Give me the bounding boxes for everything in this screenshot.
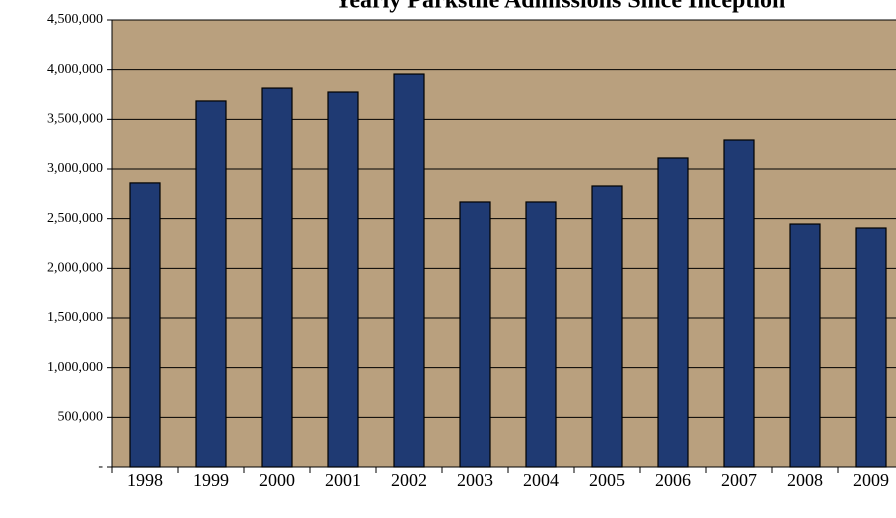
y-tick-label: 2,500,000 (47, 211, 103, 226)
x-tick-label: 2003 (457, 470, 493, 490)
x-tick-label: 2001 (325, 470, 361, 490)
y-tick-label: 1,500,000 (47, 310, 103, 325)
plot-area (111, 19, 896, 468)
bar (261, 87, 293, 468)
y-tick-label: 4,000,000 (47, 62, 103, 77)
x-tick-label: 2007 (721, 470, 757, 490)
x-tick-label: 2006 (655, 470, 691, 490)
bar (459, 201, 491, 468)
y-tick-label: 4,500,000 (47, 12, 103, 27)
bar (855, 227, 887, 468)
bar (723, 139, 755, 468)
x-tick-label: 2004 (523, 470, 559, 490)
y-tick-label: 2,000,000 (47, 261, 103, 276)
bar (525, 201, 557, 468)
bar (591, 185, 623, 468)
x-tick-label: 2005 (589, 470, 625, 490)
y-tick-label: 3,000,000 (47, 161, 103, 176)
bar (195, 100, 227, 468)
x-tick-label: 1999 (193, 470, 229, 490)
x-tick-label: 2002 (391, 470, 427, 490)
bar (657, 157, 689, 468)
y-tick-label: 500,000 (58, 410, 104, 425)
bar (789, 223, 821, 468)
bar (393, 73, 425, 468)
x-tick-label: 2008 (787, 470, 823, 490)
chart-title: Yearly Parkstile Admissions Since Incept… (335, 0, 786, 14)
x-tick-label: 2009 (853, 470, 889, 490)
bar (129, 182, 161, 468)
x-tick-label: 1998 (127, 470, 163, 490)
y-tick-label: 3,500,000 (47, 112, 103, 127)
y-tick-label: 1,000,000 (47, 360, 103, 375)
bar (327, 91, 359, 468)
y-tick-label: - (98, 459, 103, 474)
x-tick-label: 2000 (259, 470, 295, 490)
